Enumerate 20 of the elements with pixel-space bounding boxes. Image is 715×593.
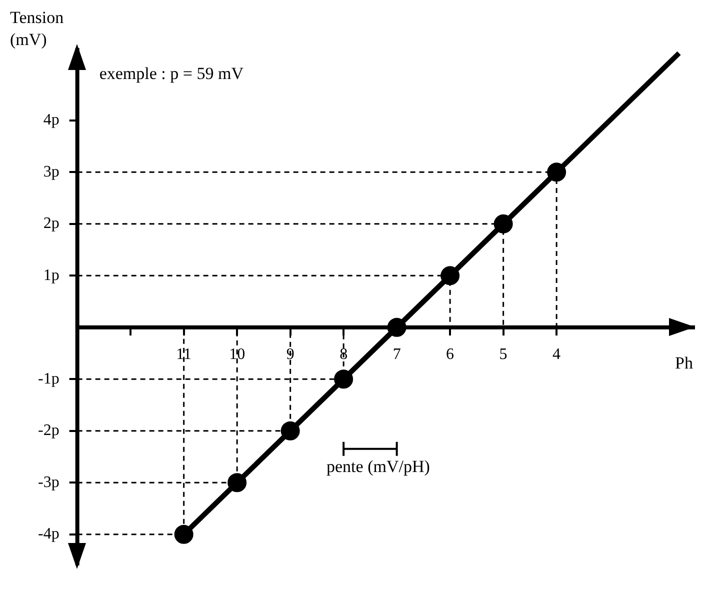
x-tick-label: 8	[340, 346, 348, 364]
annotation: exemple : p = 59 mV	[99, 64, 244, 83]
y-tick-label: 2p	[43, 215, 60, 232]
x-tick-label: 4	[552, 346, 561, 364]
y-tick-label: -1p	[38, 370, 60, 388]
x-tick-label: 6	[446, 346, 454, 364]
y-tick-label: -3p	[38, 474, 60, 491]
x-tick-label: 9	[286, 346, 294, 364]
x-tick-label: 5	[499, 346, 508, 364]
annotation: pente (mV/pH)	[326, 456, 430, 476]
y-tick-label: 4p	[43, 112, 60, 129]
y-tick-label: -4p	[38, 526, 60, 543]
x-tick-label: 11	[176, 346, 192, 364]
x-tick-label: 10	[229, 346, 246, 364]
y-tick-label: 3p	[43, 163, 60, 180]
y-axis-title: Tension (mV)	[10, 8, 64, 49]
x-axis-title: Ph	[675, 353, 694, 372]
y-tick-label: -2p	[38, 422, 60, 440]
y-tick-label: 1p	[43, 266, 60, 284]
x-tick-label: 7	[392, 346, 401, 364]
